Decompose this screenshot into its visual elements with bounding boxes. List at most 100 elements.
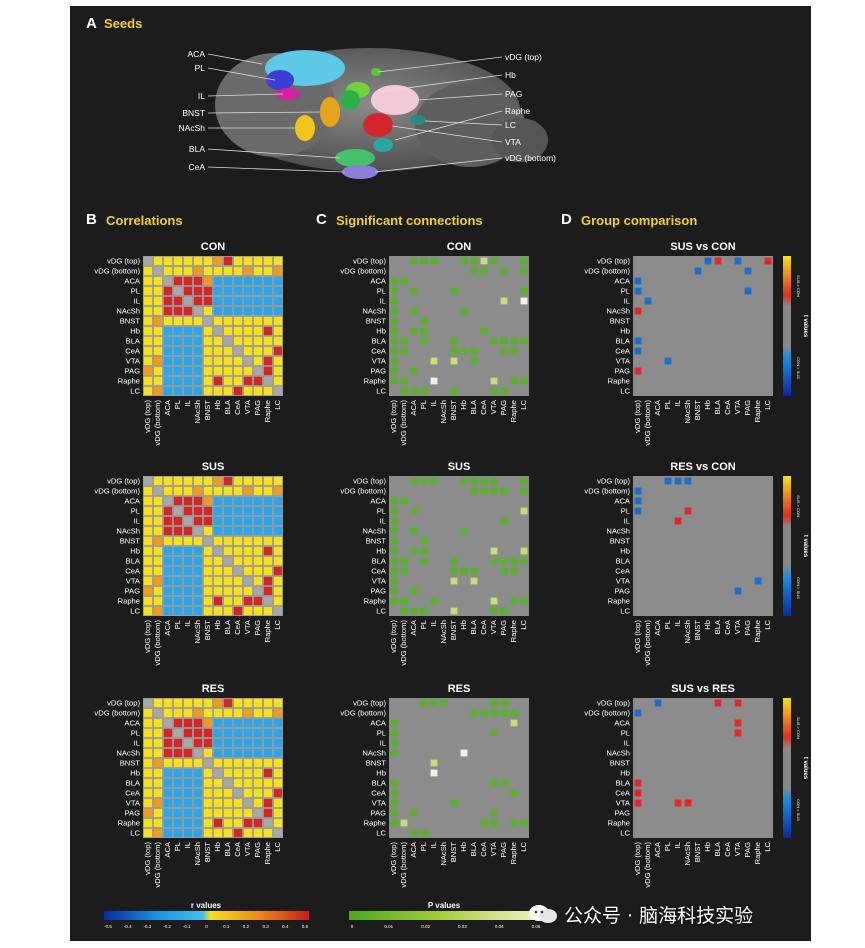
heatmap-row-label: CeA bbox=[371, 567, 387, 576]
heatmap-cell bbox=[223, 256, 233, 266]
heatmap-col-label: BLA bbox=[223, 399, 232, 414]
heatmap-row-label: PL bbox=[377, 729, 386, 738]
heatmap-col-label: PAG bbox=[253, 842, 262, 858]
heatmap-cell bbox=[744, 267, 752, 275]
heatmap-row-label: NAcSh bbox=[116, 527, 140, 536]
heatmap-cell bbox=[203, 376, 213, 386]
heatmap-cell bbox=[734, 587, 742, 595]
heatmap-row-label: ACA bbox=[614, 497, 631, 506]
heatmap-row-label: CeA bbox=[615, 567, 631, 576]
heatmap-cell bbox=[520, 297, 528, 305]
heatmap-title: SUS bbox=[448, 461, 471, 473]
heatmap-col-label: ACA bbox=[653, 841, 662, 858]
heatmap-cell bbox=[173, 778, 183, 788]
seed-label-right: PAG bbox=[505, 89, 522, 99]
heatmap-cell bbox=[183, 818, 193, 828]
heatmap-cell bbox=[163, 296, 173, 306]
heatmap-cell bbox=[400, 607, 408, 615]
heatmap-cell bbox=[183, 516, 193, 526]
heatmap-cell bbox=[173, 606, 183, 616]
seed-label-right: LC bbox=[505, 120, 516, 130]
heatmap-cell bbox=[163, 486, 173, 496]
heatmap-cell bbox=[263, 386, 273, 396]
heatmap-cell bbox=[243, 476, 253, 486]
heatmap-col-label: LC bbox=[763, 841, 772, 851]
heatmap-row-label: PAG bbox=[371, 587, 387, 596]
heatmap-cell bbox=[500, 347, 508, 355]
seed-label-right: VTA bbox=[505, 137, 521, 147]
heatmap-cell bbox=[263, 356, 273, 366]
heatmap-cell bbox=[193, 496, 203, 506]
heatmap-cell bbox=[173, 576, 183, 586]
heatmap-cell bbox=[273, 356, 283, 366]
heatmap-cell bbox=[233, 486, 243, 496]
heatmap-cell bbox=[203, 606, 213, 616]
heatmap-row-label: CeA bbox=[125, 789, 141, 798]
heatmap-row-label: CeA bbox=[371, 347, 387, 356]
heatmap-cell bbox=[634, 277, 642, 285]
heatmap-col-label: LC bbox=[273, 619, 282, 629]
heatmap-row-label: PAG bbox=[125, 809, 141, 818]
heatmap-cell bbox=[183, 748, 193, 758]
heatmap-cell bbox=[203, 818, 213, 828]
heatmap-cell bbox=[233, 526, 243, 536]
heatmap-cell bbox=[183, 828, 193, 838]
heatmap-cell bbox=[213, 376, 223, 386]
colorbar-r-tick: -0.5 bbox=[104, 924, 112, 929]
heatmap-cell bbox=[233, 788, 243, 798]
watermark-text: 公众号 · 脑海科技实验 bbox=[564, 904, 754, 927]
heatmap-cell bbox=[153, 768, 163, 778]
heatmap-cell bbox=[400, 387, 408, 395]
heatmap-cell bbox=[243, 516, 253, 526]
heatmap-cell bbox=[450, 607, 458, 615]
heatmap-cell bbox=[273, 326, 283, 336]
heatmap-cell bbox=[243, 758, 253, 768]
heatmap-cell bbox=[143, 728, 153, 738]
heatmap-cell bbox=[273, 296, 283, 306]
heatmap-cell bbox=[263, 828, 273, 838]
heatmap-cell bbox=[233, 376, 243, 386]
heatmap-col-label: VTA bbox=[243, 399, 252, 414]
heatmap-col-label: IL bbox=[429, 400, 438, 406]
heatmap-row-label: Hb bbox=[130, 327, 140, 336]
heatmap-cell bbox=[500, 607, 508, 615]
seed-leader-line bbox=[207, 166, 346, 173]
heatmap-cell bbox=[223, 326, 233, 336]
heatmap-cell bbox=[520, 557, 528, 565]
heatmap-col-label: vDG (top) bbox=[143, 842, 152, 875]
heatmap-cell bbox=[213, 718, 223, 728]
heatmap-col-label: BNST bbox=[693, 400, 702, 421]
heatmap-row-label: ACA bbox=[614, 719, 631, 728]
heatmap-cell bbox=[183, 386, 193, 396]
heatmap-cell bbox=[203, 748, 213, 758]
heatmap-cell bbox=[203, 708, 213, 718]
brain-illustration bbox=[215, 48, 548, 179]
heatmap-cell bbox=[213, 556, 223, 566]
colorbar-t-title: t values bbox=[802, 757, 808, 780]
heatmap-cell bbox=[410, 607, 418, 615]
heatmap-cell bbox=[173, 256, 183, 266]
heatmap-cell bbox=[223, 386, 233, 396]
heatmap-col-label: PL bbox=[419, 620, 428, 629]
heatmap-col-label: VTA bbox=[243, 841, 252, 856]
seed-leader-line bbox=[417, 93, 503, 101]
heatmap-cell bbox=[273, 576, 283, 586]
heatmap-cell bbox=[390, 347, 398, 355]
heatmap-cell bbox=[193, 526, 203, 536]
seed-leader-line bbox=[391, 125, 503, 143]
heatmap-cell bbox=[203, 276, 213, 286]
heatmap-row-label: IL bbox=[380, 297, 386, 306]
heatmap-cell bbox=[143, 708, 153, 718]
heatmap-cell bbox=[253, 356, 263, 366]
heatmap-cell bbox=[143, 798, 153, 808]
colorbar-t-top-label: SUS > CON bbox=[796, 717, 801, 739]
heatmap-cell bbox=[153, 748, 163, 758]
seed-pl bbox=[266, 70, 294, 90]
heatmap-cell bbox=[520, 819, 528, 827]
heatmap-row-label: BLA bbox=[372, 557, 387, 566]
heatmap-cell bbox=[183, 296, 193, 306]
heatmap-cell bbox=[420, 557, 428, 565]
heatmap-cell bbox=[253, 586, 263, 596]
